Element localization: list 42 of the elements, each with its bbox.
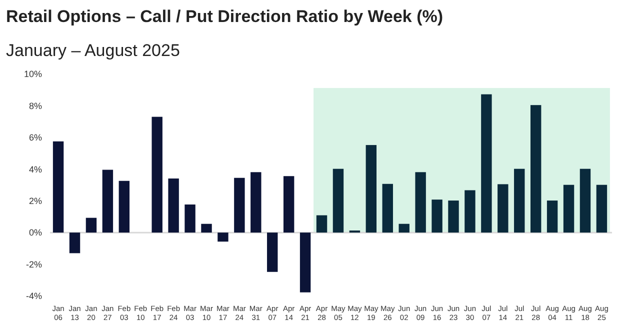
y-tick-label: 8% xyxy=(28,100,42,111)
bar xyxy=(498,184,508,233)
bar xyxy=(250,172,262,233)
bar xyxy=(366,145,377,233)
bar xyxy=(448,200,459,233)
bar xyxy=(69,232,80,254)
bar xyxy=(580,168,591,233)
bar xyxy=(332,168,344,233)
bar xyxy=(86,218,97,233)
bar xyxy=(432,200,442,233)
bar xyxy=(234,178,245,233)
y-tick-label: 2% xyxy=(28,196,42,206)
bar xyxy=(415,172,426,233)
y-tick-label: -4% xyxy=(26,291,42,302)
bar xyxy=(546,200,558,233)
bar xyxy=(300,232,311,292)
y-tick-label: -2% xyxy=(26,259,42,270)
bar xyxy=(596,184,608,233)
bar xyxy=(316,215,328,233)
chart-subtitle: January – August 2025 xyxy=(6,41,180,60)
y-tick-label: 4% xyxy=(28,164,42,174)
bar xyxy=(464,190,476,233)
bar xyxy=(218,232,228,242)
chart-title: Retail Options – Call / Put Direction Ratio by Week (%) xyxy=(6,7,444,26)
bar xyxy=(267,232,278,272)
bar xyxy=(563,184,574,233)
bar xyxy=(530,105,542,233)
bar xyxy=(184,204,196,233)
bar xyxy=(514,168,525,233)
y-tick-label: 6% xyxy=(28,132,42,143)
y-tick-label: 0% xyxy=(28,228,42,238)
bar xyxy=(481,94,492,233)
bar xyxy=(382,184,393,233)
bar xyxy=(118,180,130,233)
bar xyxy=(283,176,294,233)
bar xyxy=(152,116,162,233)
bar xyxy=(168,178,179,233)
bar xyxy=(398,224,410,233)
bar xyxy=(201,224,212,233)
bar xyxy=(52,141,64,233)
y-tick-label: 10% xyxy=(24,69,42,80)
bar xyxy=(102,170,114,233)
